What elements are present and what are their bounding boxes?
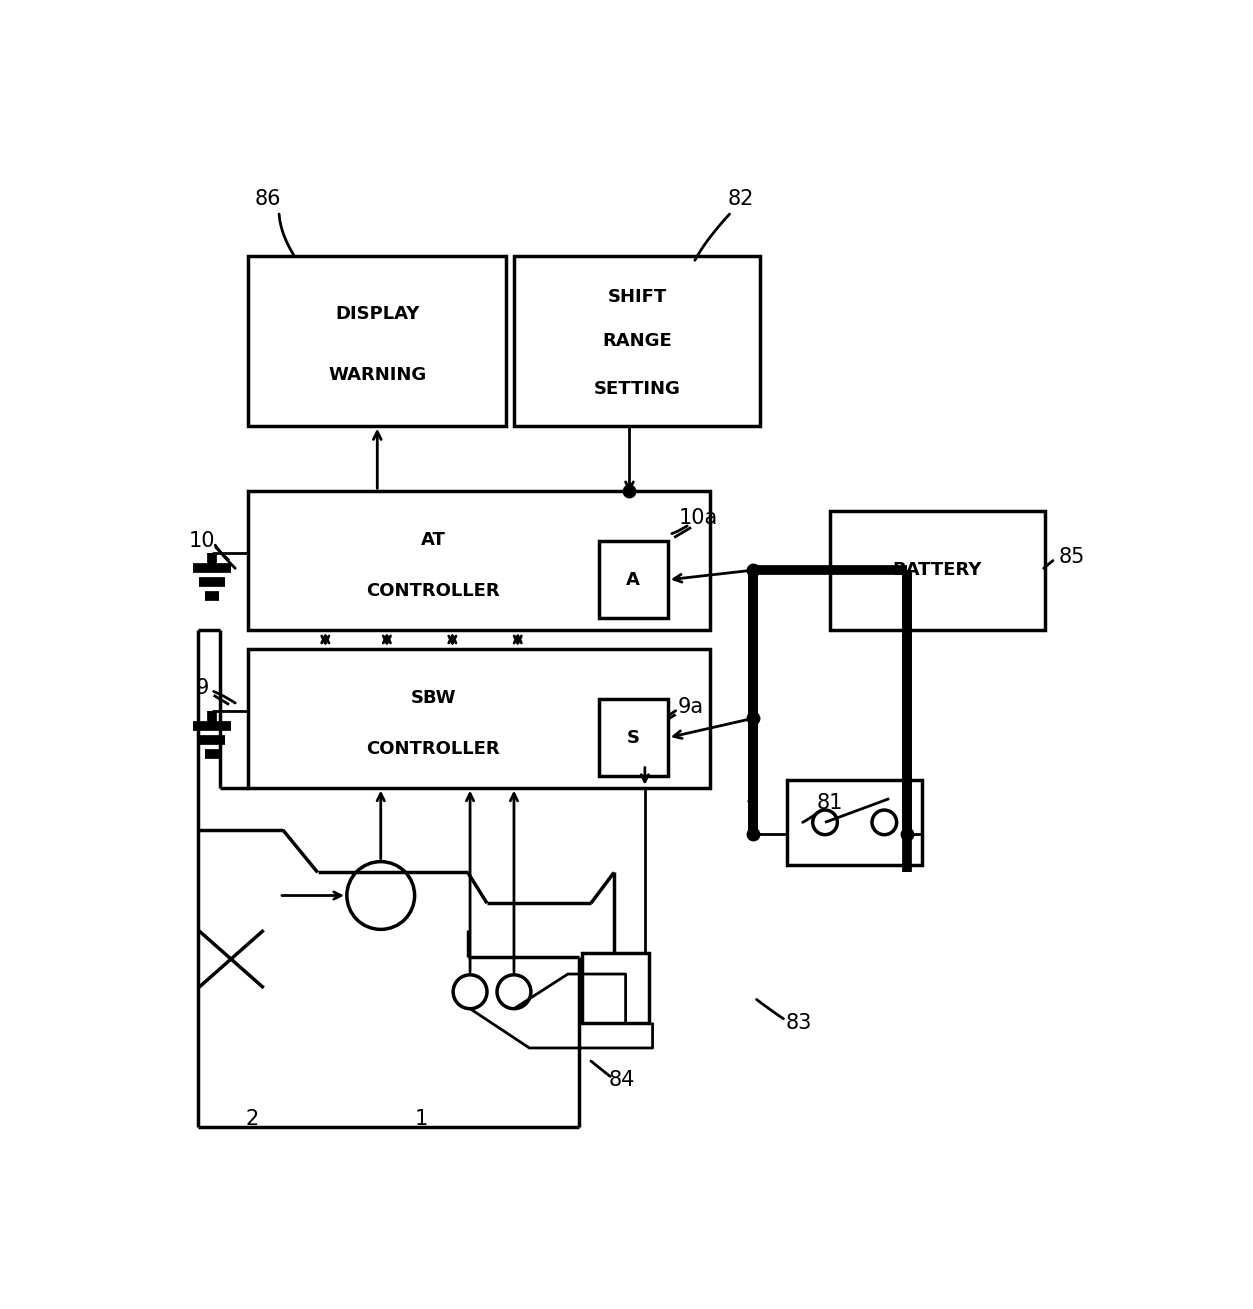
Text: 81: 81 xyxy=(817,793,843,813)
Bar xyxy=(248,649,710,788)
Text: 2: 2 xyxy=(246,1109,259,1128)
Text: 10a: 10a xyxy=(679,508,718,529)
Bar xyxy=(248,491,710,630)
Bar xyxy=(787,780,922,865)
Text: CONTROLLER: CONTROLLER xyxy=(366,583,500,600)
Text: SBW: SBW xyxy=(411,689,456,707)
Text: CONTROLLER: CONTROLLER xyxy=(366,740,500,758)
Bar xyxy=(829,511,1045,630)
Text: WARNING: WARNING xyxy=(328,367,426,384)
Text: DISPLAY: DISPLAY xyxy=(335,305,420,323)
Text: 82: 82 xyxy=(728,188,754,208)
Text: 9a: 9a xyxy=(678,696,704,717)
Text: A: A xyxy=(626,571,640,589)
Bar xyxy=(248,257,506,425)
Text: 1: 1 xyxy=(415,1109,429,1128)
Text: 10: 10 xyxy=(189,531,216,551)
Bar xyxy=(599,542,668,618)
Text: BATTERY: BATTERY xyxy=(893,562,982,579)
Text: SHIFT: SHIFT xyxy=(608,288,667,306)
Text: 85: 85 xyxy=(1059,547,1085,567)
Bar xyxy=(514,257,761,425)
Text: S: S xyxy=(626,729,640,746)
Bar xyxy=(581,953,649,1022)
Text: 86: 86 xyxy=(254,188,281,208)
Text: 84: 84 xyxy=(609,1071,635,1090)
Text: 9: 9 xyxy=(195,678,209,698)
Text: 83: 83 xyxy=(786,1013,812,1033)
Bar xyxy=(599,699,668,776)
Text: AT: AT xyxy=(421,530,446,548)
Text: RANGE: RANGE xyxy=(603,332,672,350)
Text: SETTING: SETTING xyxy=(594,380,680,398)
